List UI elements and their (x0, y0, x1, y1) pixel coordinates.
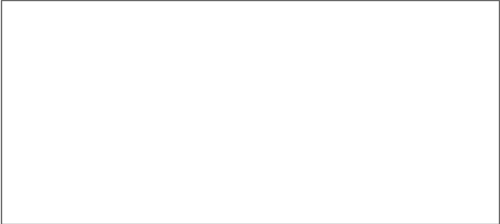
Text: B): B) (258, 9, 275, 23)
Text: A): A) (12, 9, 29, 23)
